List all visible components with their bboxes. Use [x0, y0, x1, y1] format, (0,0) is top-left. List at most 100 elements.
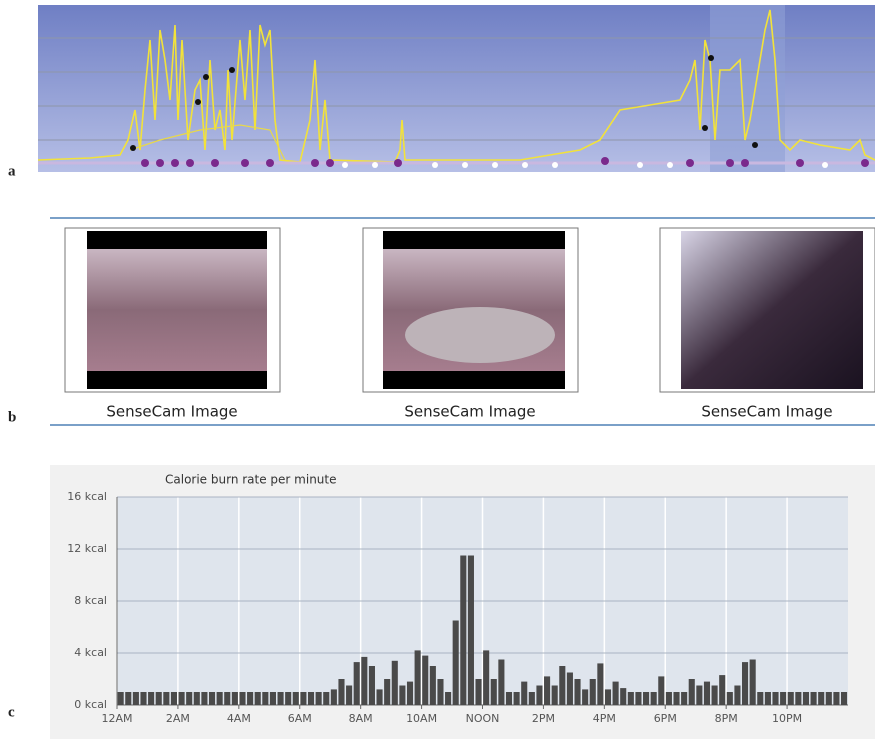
- bar: [307, 692, 315, 705]
- bar: [802, 692, 810, 705]
- x-tick-label: 4AM: [227, 712, 251, 725]
- y-tick-label: 4 kcal: [74, 646, 107, 659]
- bar: [757, 692, 764, 705]
- bar: [566, 672, 573, 705]
- bar: [254, 692, 261, 705]
- bar: [840, 692, 848, 705]
- y-tick-label: 12 kcal: [67, 542, 107, 555]
- bar: [582, 689, 589, 705]
- bar: [422, 655, 429, 705]
- bar: [330, 689, 337, 705]
- bar: [361, 656, 368, 705]
- bar: [810, 692, 817, 705]
- bar: [216, 692, 223, 705]
- bar: [323, 692, 330, 705]
- bar: [673, 692, 680, 705]
- bar: [833, 692, 840, 705]
- bar: [749, 659, 756, 705]
- bar: [406, 681, 414, 705]
- bar: [208, 692, 216, 705]
- activity-panel: [37, 5, 875, 172]
- bar: [627, 692, 634, 705]
- x-tick-label: 6AM: [288, 712, 312, 725]
- bar: [505, 692, 513, 705]
- y-tick-label: 16 kcal: [67, 490, 107, 503]
- bar: [140, 692, 147, 705]
- event-dots: [141, 157, 869, 167]
- bar: [528, 692, 535, 705]
- thumbnail: [659, 227, 875, 393]
- bar: [391, 660, 398, 705]
- bar: [292, 692, 299, 705]
- image-dots: [342, 162, 828, 168]
- y-tick-label: 8 kcal: [74, 594, 107, 607]
- bar: [650, 692, 657, 705]
- bar-chart: 12AM 2AM 4AM 6AM 8AM 10AM NOON 2PM 4PM 6PM 8PM 10PM…: [67, 490, 848, 725]
- bar: [315, 692, 322, 705]
- bar: [429, 666, 436, 705]
- bar: [414, 650, 421, 705]
- bar: [643, 692, 650, 705]
- bar: [117, 692, 124, 705]
- panel-label: b: [8, 409, 16, 425]
- bar: [132, 692, 139, 705]
- bar: [719, 675, 726, 705]
- panel-label: a: [8, 163, 16, 179]
- bar: [247, 692, 254, 705]
- selection: [710, 5, 785, 172]
- bar: [148, 692, 155, 705]
- bar: [551, 685, 558, 705]
- bar: [193, 692, 200, 705]
- bar: [163, 692, 170, 705]
- bar: [376, 689, 383, 705]
- image-strip: SenseCam Image SenseCam Image SenseCam I…: [50, 217, 875, 426]
- bar: [498, 659, 505, 705]
- bar: [437, 679, 444, 705]
- bar: [711, 685, 718, 705]
- bar: [513, 692, 520, 705]
- bar: [170, 692, 178, 705]
- bar: [604, 689, 612, 705]
- bar: [620, 688, 627, 705]
- bar: [467, 555, 474, 705]
- bar: [445, 692, 452, 705]
- x-tick-label: 8PM: [715, 712, 738, 725]
- thumbnail: [362, 227, 579, 393]
- bar: [353, 662, 360, 705]
- panel-label: c: [8, 704, 15, 720]
- bar: [269, 692, 276, 705]
- bar: [780, 692, 787, 705]
- bar: [696, 685, 703, 705]
- image-caption: SenseCam Image: [106, 403, 237, 421]
- bar: [665, 692, 672, 705]
- bar: [612, 681, 619, 705]
- bar: [490, 679, 497, 705]
- bar: [178, 692, 185, 705]
- bar: [825, 692, 832, 705]
- trace: [129, 124, 286, 161]
- trace: [37, 9, 875, 163]
- bar: [703, 681, 711, 705]
- bar: [338, 679, 345, 705]
- bar: [574, 679, 581, 705]
- bar: [559, 666, 566, 705]
- bar: [658, 676, 665, 705]
- bar: [536, 685, 543, 705]
- bar: [239, 692, 246, 705]
- bar: [795, 692, 802, 705]
- bar: [399, 685, 406, 705]
- x-tick-label: 12AM: [101, 712, 132, 725]
- bar: [384, 679, 391, 705]
- bar: [277, 692, 284, 705]
- x-tick-label: 4PM: [593, 712, 616, 725]
- bar: [772, 692, 779, 705]
- thumbnail: [64, 227, 281, 393]
- bar: [460, 555, 467, 705]
- x-tick-label: 8AM: [349, 712, 373, 725]
- bar: [346, 685, 353, 705]
- image-caption: SenseCam Image: [701, 403, 832, 421]
- y-tick-label: 0 kcal: [74, 698, 107, 711]
- x-tick-label: 2PM: [532, 712, 555, 725]
- bar: [224, 692, 231, 705]
- bar: [818, 692, 825, 705]
